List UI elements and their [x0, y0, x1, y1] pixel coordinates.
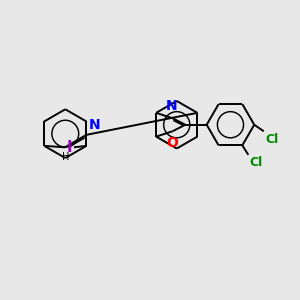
Text: Cl: Cl	[265, 133, 278, 146]
Text: O: O	[167, 136, 178, 150]
Text: N: N	[89, 118, 100, 132]
Text: Cl: Cl	[250, 156, 263, 169]
Text: I: I	[67, 140, 72, 155]
Text: N: N	[166, 99, 178, 113]
Text: H: H	[62, 152, 70, 162]
